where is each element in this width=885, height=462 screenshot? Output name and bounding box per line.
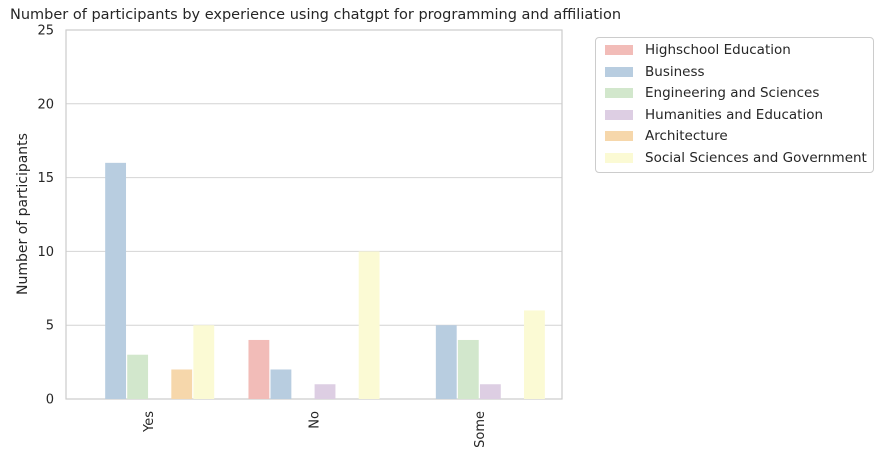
y-tick-label: 15	[37, 171, 54, 186]
legend-label: Business	[645, 63, 705, 80]
bar	[105, 162, 127, 399]
legend-swatch	[605, 45, 633, 55]
chart-title: Number of participants by experience usi…	[10, 7, 622, 23]
legend: Highschool Education Business Engineering …	[595, 37, 874, 173]
x-tick-label: Some	[473, 411, 488, 448]
y-tick-label: 10	[37, 245, 54, 260]
legend-label: Highschool Education	[645, 42, 791, 58]
legend-item: Social Sciences and Government	[605, 149, 867, 167]
legend-label: Architecture	[645, 128, 728, 145]
legend-swatch	[605, 153, 633, 163]
legend-item: Humanities and Education	[605, 106, 823, 124]
legend-item: Business	[605, 63, 705, 81]
x-tick-label: Yes	[142, 411, 157, 433]
bar	[358, 251, 380, 399]
bar	[314, 384, 336, 399]
y-tick-label: 20	[37, 97, 54, 112]
legend-item: Architecture	[605, 127, 728, 145]
plot-frame	[65, 29, 563, 400]
x-tick-label: No	[308, 411, 323, 429]
legend-swatch	[605, 88, 633, 99]
bar	[457, 339, 479, 399]
y-tick-label: 5	[46, 319, 54, 334]
bar	[193, 325, 215, 399]
bar	[248, 339, 270, 399]
legend-label: Humanities and Education	[645, 106, 824, 123]
legend-label: Social Sciences and Government	[645, 150, 867, 166]
legend-swatch	[605, 66, 633, 77]
bar	[171, 369, 193, 399]
bar	[479, 384, 501, 399]
legend-swatch	[605, 131, 633, 142]
y-tick-label: 0	[46, 393, 54, 408]
legend-item: Highschool Education	[605, 41, 791, 59]
bar	[270, 369, 292, 399]
bar	[524, 310, 545, 399]
legend-label: Engineering and Sciences	[645, 85, 820, 102]
bar	[435, 325, 457, 399]
bar	[127, 354, 149, 399]
y-tick-label: 25	[37, 24, 54, 39]
legend-item: Engineering and Sciences	[605, 84, 819, 102]
legend-swatch	[605, 109, 633, 120]
